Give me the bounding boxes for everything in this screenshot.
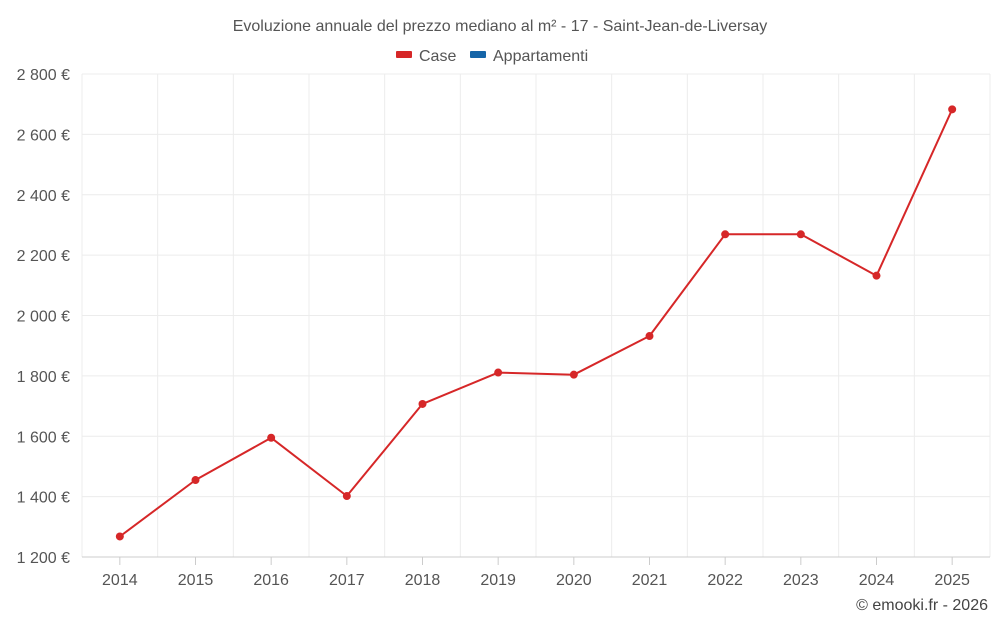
y-tick-label: 1 600 € <box>17 429 70 446</box>
x-tick-label: 2014 <box>102 572 138 589</box>
data-point-case[interactable] <box>267 433 276 442</box>
x-tick-label: 2018 <box>405 572 441 589</box>
x-tick-label: 2015 <box>178 572 214 589</box>
x-tick-label: 2024 <box>859 572 895 589</box>
legend: Case Appartamenti <box>396 48 588 65</box>
legend-label-case: Case <box>419 48 456 65</box>
data-point-case[interactable] <box>418 399 427 408</box>
series-line-case <box>119 108 954 538</box>
data-point-case[interactable] <box>569 370 578 379</box>
y-tick-label: 2 200 € <box>17 248 70 265</box>
credit-text: © emooki.fr - 2026 <box>856 597 988 614</box>
series <box>115 105 957 541</box>
data-point-case[interactable] <box>796 230 805 239</box>
y-tick-label: 1 200 € <box>17 550 70 567</box>
legend-item-appartamenti[interactable]: Appartamenti <box>470 48 588 65</box>
x-tick-label: 2019 <box>480 572 516 589</box>
chart-title: Evoluzione annuale del prezzo mediano al… <box>233 18 768 35</box>
y-tick-label: 2 000 € <box>17 309 70 326</box>
legend-swatch-appartamenti <box>470 51 486 58</box>
legend-swatch-case <box>396 51 412 58</box>
x-tick-label: 2016 <box>253 572 289 589</box>
data-point-case[interactable] <box>115 532 124 541</box>
y-tick-label: 1 400 € <box>17 490 70 507</box>
y-tick-label: 1 800 € <box>17 369 70 386</box>
x-tick-label: 2020 <box>556 572 592 589</box>
y-tick-label: 2 800 € <box>17 67 70 84</box>
data-point-case[interactable] <box>191 476 200 485</box>
legend-label-appartamenti: Appartamenti <box>493 48 588 65</box>
x-tick-label: 2023 <box>783 572 819 589</box>
x-axis: 2014 2015 2016 2017 2018 2019 2020 2021 2022 2023… <box>82 556 990 589</box>
data-point-case[interactable] <box>645 332 654 341</box>
data-point-case[interactable] <box>721 230 730 239</box>
legend-item-case[interactable]: Case <box>396 48 456 65</box>
grid <box>81 73 991 557</box>
data-point-case[interactable] <box>948 105 957 114</box>
x-tick-label: 2025 <box>934 572 970 589</box>
data-point-case[interactable] <box>494 368 503 377</box>
y-axis: 1 200 € 1 400 € 1 600 € 1 800 € 2 000 € 2 200… <box>17 67 70 567</box>
y-tick-label: 2 600 € <box>17 127 70 144</box>
y-tick-label: 2 400 € <box>17 188 70 205</box>
x-tick-label: 2022 <box>707 572 743 589</box>
x-tick-label: 2017 <box>329 572 365 589</box>
data-point-case[interactable] <box>872 271 881 280</box>
x-tick-label: 2021 <box>632 572 668 589</box>
data-point-case[interactable] <box>342 492 351 501</box>
